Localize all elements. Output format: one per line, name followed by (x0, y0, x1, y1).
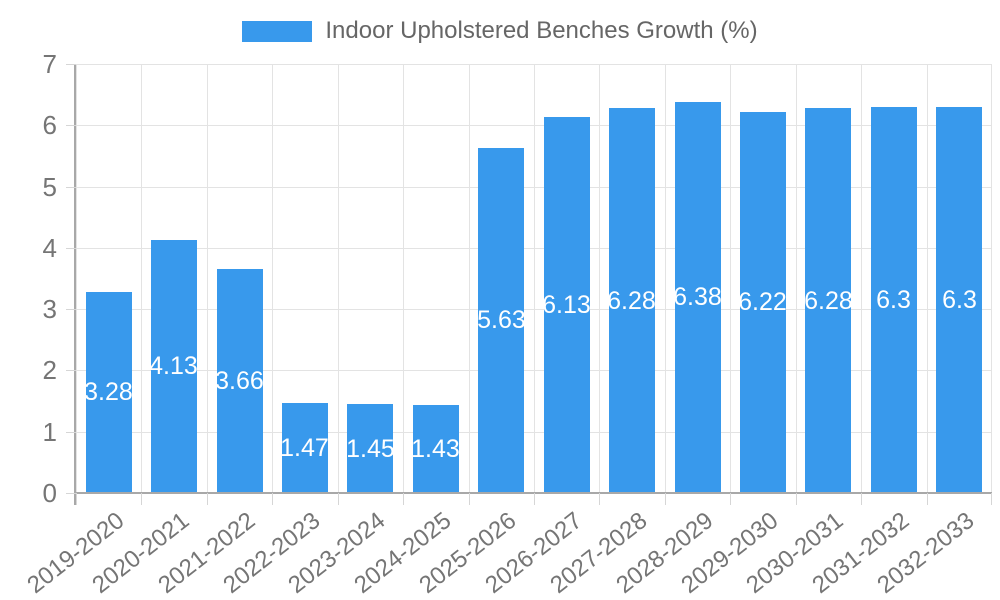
y-tick-label: 0 (42, 478, 57, 508)
x-tick-mark (991, 493, 992, 505)
y-tick-mark (66, 125, 76, 126)
x-tick-mark (861, 493, 862, 505)
v-gridline (927, 64, 928, 493)
y-tick-label: 3 (42, 294, 57, 324)
y-tick-label: 4 (42, 233, 57, 263)
v-gridline (403, 64, 404, 493)
x-tick-mark (665, 493, 666, 505)
bar[interactable] (86, 292, 132, 493)
v-gridline (338, 64, 339, 493)
legend[interactable]: Indoor Upholstered Benches Growth (%) (0, 17, 1000, 45)
y-tick-label: 7 (42, 49, 57, 79)
x-tick-mark (534, 493, 535, 505)
x-tick-mark (927, 493, 928, 505)
bar[interactable] (413, 405, 459, 493)
y-tick-mark (66, 248, 76, 249)
bar[interactable] (609, 108, 655, 493)
v-gridline (796, 64, 797, 493)
x-tick-mark (403, 493, 404, 505)
bar[interactable] (151, 240, 197, 493)
bar[interactable] (805, 108, 851, 493)
v-gridline (991, 64, 992, 493)
v-gridline (207, 64, 208, 493)
y-tick-mark (66, 187, 76, 188)
bar[interactable] (347, 404, 393, 493)
y-tick-mark (66, 493, 76, 494)
y-tick-mark (66, 432, 76, 433)
v-gridline (665, 64, 666, 493)
v-gridline (730, 64, 731, 493)
bar[interactable] (740, 112, 786, 493)
legend-label: Indoor Upholstered Benches Growth (%) (325, 17, 758, 44)
v-gridline (76, 64, 77, 493)
bar[interactable] (675, 102, 721, 493)
v-gridline (272, 64, 273, 493)
bar[interactable] (936, 107, 982, 493)
y-axis-line (74, 64, 76, 505)
x-tick-mark (76, 493, 77, 505)
legend-swatch (242, 20, 313, 42)
x-tick-mark (207, 493, 208, 505)
x-tick-mark (469, 493, 470, 505)
v-gridline (469, 64, 470, 493)
bar[interactable] (282, 403, 328, 493)
bar[interactable] (478, 148, 524, 493)
y-tick-label: 1 (42, 417, 57, 447)
x-tick-mark (338, 493, 339, 505)
v-gridline (534, 64, 535, 493)
plot-area: 3.28 4.13 3.66 1.47 1.45 1.43 5.63 6.13 6.28 6.38… (76, 64, 992, 494)
y-tick-label: 2 (42, 355, 57, 385)
x-tick-mark (599, 493, 600, 505)
x-tick-mark (141, 493, 142, 505)
v-gridline (861, 64, 862, 493)
y-tick-label: 5 (42, 172, 57, 202)
v-gridline (599, 64, 600, 493)
y-tick-label: 6 (42, 110, 57, 140)
v-gridline (141, 64, 142, 493)
bar[interactable] (217, 269, 263, 493)
x-tick-mark (272, 493, 273, 505)
y-tick-mark (66, 64, 76, 65)
x-tick-mark (796, 493, 797, 505)
y-tick-mark (66, 370, 76, 371)
bar[interactable] (544, 117, 590, 493)
bar[interactable] (871, 107, 917, 493)
x-axis-line (74, 492, 992, 494)
y-tick-mark (66, 309, 76, 310)
x-tick-mark (730, 493, 731, 505)
